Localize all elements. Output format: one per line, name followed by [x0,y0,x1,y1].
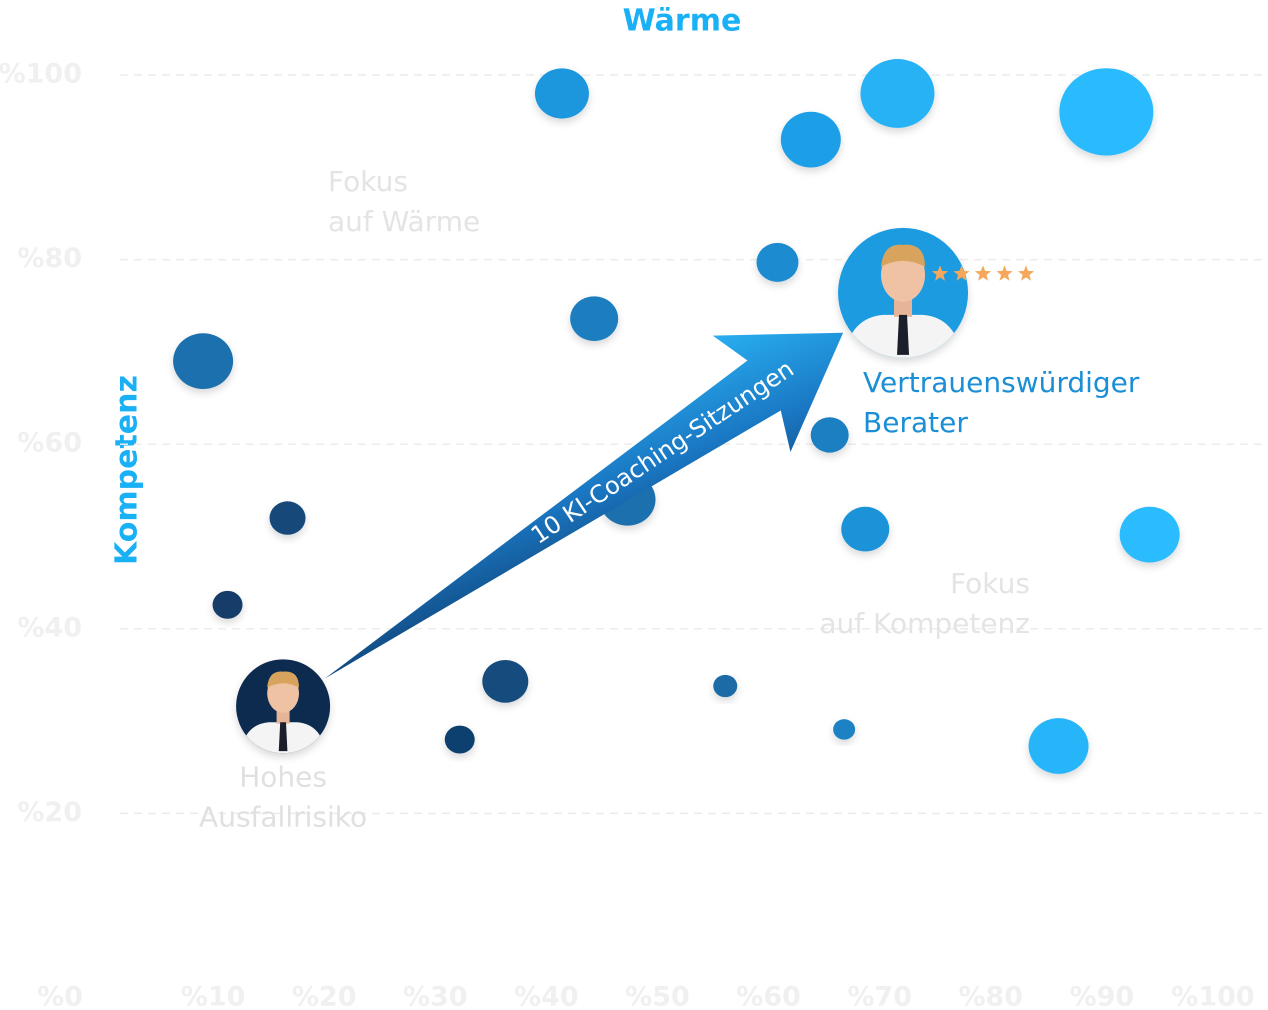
y-tick-label: %20 [17,797,82,828]
x-tick-label: %70 [847,982,912,1010]
y-tick-label: %40 [17,612,82,643]
bubble [269,501,306,535]
zone-label: auf Wärme [328,205,480,238]
arrow-label: 10 KI-Coaching-Sitzungen [526,355,799,550]
star [974,265,992,281]
bubble [810,417,849,453]
arrow-shape [324,332,844,679]
marker-label: Berater [863,406,968,439]
x-tick-label: %90 [1070,982,1135,1010]
arrow: 10 KI-Coaching-Sitzungen [324,332,844,679]
tie [897,314,910,355]
bubble [534,68,589,119]
chart-title: Wärme [623,4,742,39]
star [953,265,970,281]
marker-label: Ausfallrisiko [199,800,367,833]
bubble [212,590,243,619]
bubble [860,59,935,128]
y-tick-label: %60 [17,428,82,459]
y-tick-label: %100 [0,59,82,90]
y-tick-label: %80 [17,243,82,274]
star [931,265,949,281]
tie [278,722,288,752]
zone-label: Fokus [950,567,1030,600]
x-tick-label: %100 [1171,982,1254,1010]
x-tick-label: %10 [181,982,246,1010]
hair [881,244,926,267]
zone-label: Fokus [328,165,408,198]
bubble [713,674,738,698]
person-marker [838,227,969,358]
marker-label: Hohes [239,760,327,793]
x-tick-label: %60 [736,982,801,1010]
bubble [1059,68,1154,156]
bubble [756,242,799,282]
star [996,265,1013,281]
bubble [444,725,475,754]
person-marker [236,659,331,754]
bubble [1028,718,1089,774]
y-axis-title: Kompetenz [110,375,145,565]
marker-label: Vertrauenswürdiger [863,366,1140,399]
bubble [841,506,890,552]
hair [267,671,300,688]
star [1017,265,1035,281]
bubble [570,296,619,341]
x-tick-label: %40 [514,982,579,1010]
bubble [173,333,234,390]
bubble [833,719,856,740]
zone-label: auf Kompetenz [819,607,1030,640]
bubble [780,111,841,168]
x-tick-label: %20 [292,982,357,1010]
bubble [1119,506,1180,563]
bubble [482,660,529,703]
x-tick-label: %0 [37,982,83,1010]
x-tick-label: %50 [625,982,690,1010]
x-tick-label: %80 [958,982,1023,1010]
x-tick-label: %30 [403,982,468,1010]
